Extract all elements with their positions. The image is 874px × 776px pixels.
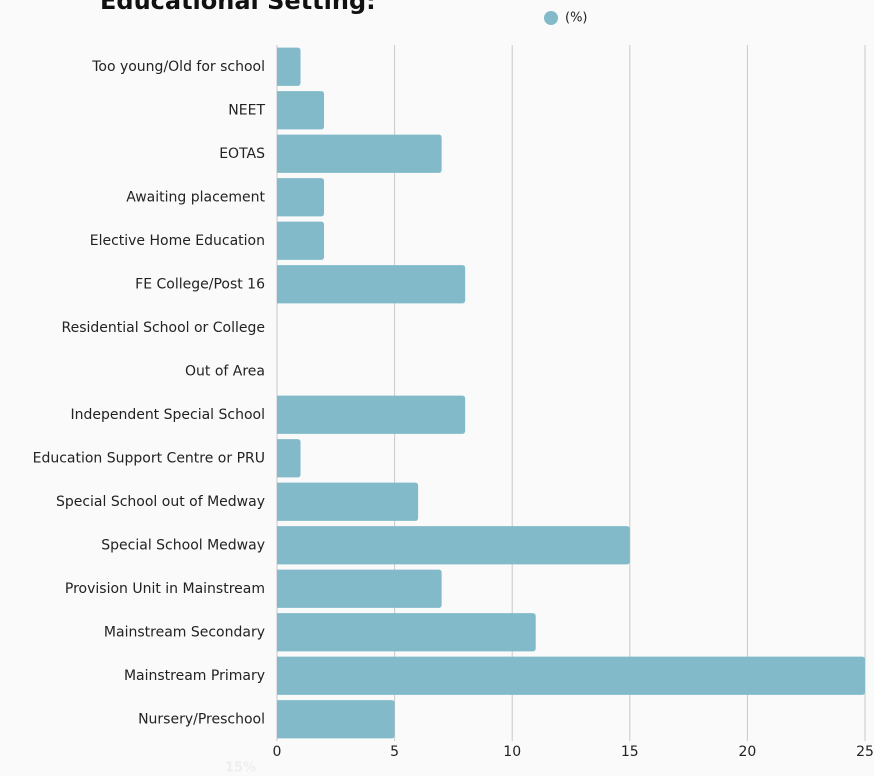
y-tick-label: EOTAS [219,146,265,162]
legend-swatch [544,11,558,25]
x-tick-label: 10 [503,744,521,760]
y-tick-label: Special School out of Medway [56,494,265,510]
legend-label: (%) [565,11,588,26]
y-tick-label: FE College/Post 16 [135,276,265,292]
bar [277,656,865,695]
bar [277,569,442,608]
bar [277,700,395,739]
x-tick-label: 5 [390,744,399,760]
bar [277,482,419,521]
x-tick-label: 20 [738,744,756,760]
bar [277,526,630,565]
y-tick-label: Mainstream Primary [124,668,265,684]
x-tick-label: 25 [856,744,874,760]
y-tick-label: Awaiting placement [126,189,265,205]
bar [277,395,466,434]
y-tick-label: Education Support Centre or PRU [33,450,265,466]
annotation: 15% [225,761,256,776]
bar [277,265,466,304]
y-tick-label: Special School Medway [101,537,265,553]
y-tick-label: NEET [228,102,265,118]
y-tick-label: Too young/Old for school [91,59,265,75]
y-tick-label: Residential School or College [62,320,266,336]
bar [277,178,325,217]
bar [277,134,442,173]
y-tick-label: Provision Unit in Mainstream [65,581,265,597]
y-tick-label: Nursery/Preschool [138,711,265,727]
bar [277,47,301,86]
y-tick-label: Mainstream Secondary [104,624,265,640]
bar [277,91,325,130]
chart-title: Educational Setting: [100,0,376,15]
bar [277,613,536,652]
bar [277,439,301,478]
x-tick-label: 15 [621,744,639,760]
y-tick-label: Independent Special School [70,407,265,423]
y-tick-label: Out of Area [185,363,265,379]
y-tick-label: Elective Home Education [90,233,265,249]
x-tick-label: 0 [273,744,282,760]
bar [277,221,325,260]
